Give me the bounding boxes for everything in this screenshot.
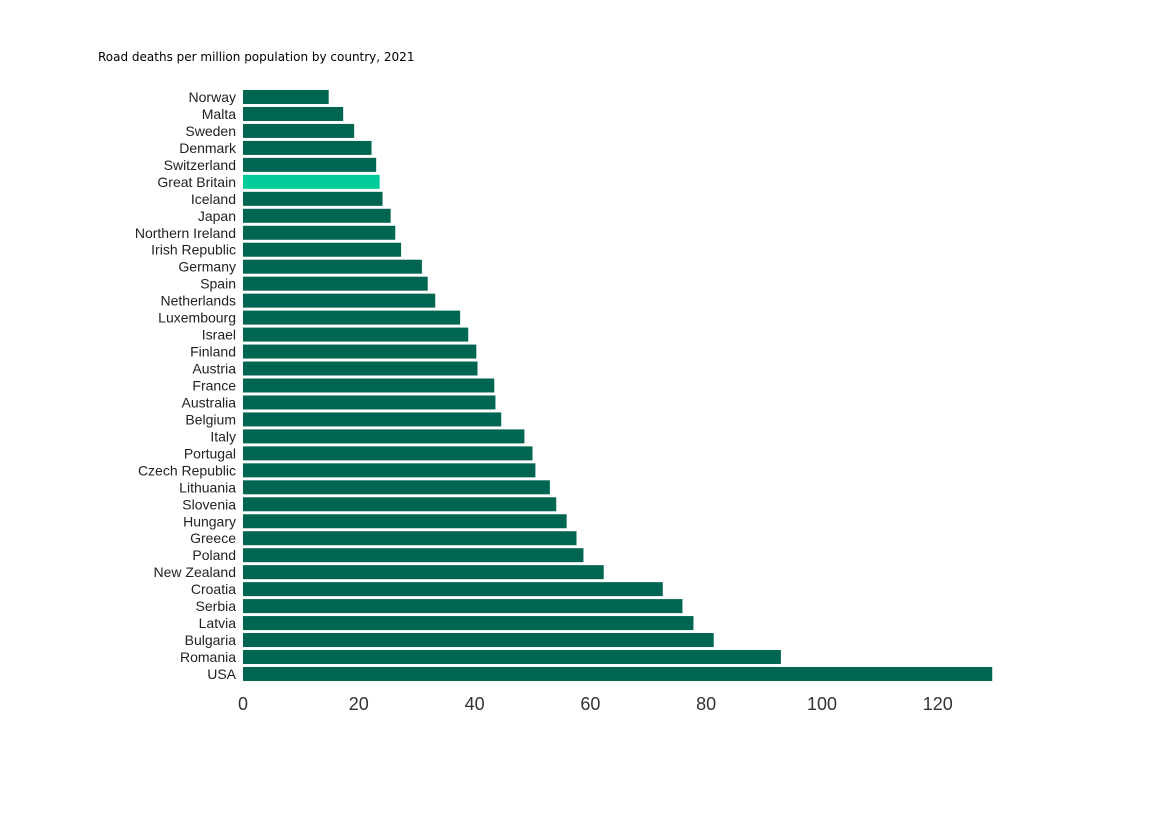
category-label: Slovenia (182, 496, 236, 512)
category-label: Spain (200, 276, 236, 292)
bar-bulgaria (243, 633, 714, 648)
category-label: Hungary (183, 513, 236, 529)
x-tick-label: 80 (696, 694, 716, 714)
bar-czech-republic (243, 463, 536, 478)
category-label: Latvia (199, 615, 237, 631)
bar-new-zealand (243, 565, 604, 580)
category-label: Greece (190, 530, 236, 546)
bar-croatia (243, 582, 663, 597)
bar-finland (243, 344, 477, 359)
category-label: Lithuania (179, 479, 236, 495)
category-label: Czech Republic (138, 462, 236, 478)
bar-northern-ireland (243, 225, 396, 240)
bar-latvia (243, 616, 694, 631)
category-label: Iceland (191, 191, 236, 207)
x-tick-label: 100 (807, 694, 837, 714)
bar-greece (243, 531, 577, 546)
bar-luxembourg (243, 310, 461, 325)
x-tick-label: 60 (580, 694, 600, 714)
bar-switzerland (243, 157, 377, 172)
category-label: Netherlands (161, 293, 237, 309)
bar-lithuania (243, 480, 550, 495)
category-label: Italy (210, 428, 236, 444)
bars-group (243, 90, 993, 681)
category-label: Malta (202, 106, 236, 122)
bar-romania (243, 650, 781, 665)
bar-usa (243, 666, 993, 681)
category-label: France (192, 377, 236, 393)
bar-iceland (243, 191, 383, 206)
bar-irish-republic (243, 242, 402, 257)
category-label: Romania (180, 649, 236, 665)
category-label: Japan (198, 208, 236, 224)
category-label: Luxembourg (158, 310, 236, 326)
category-label: Switzerland (164, 157, 236, 173)
category-label: Poland (192, 547, 236, 563)
bar-denmark (243, 140, 372, 155)
bar-israel (243, 327, 469, 342)
category-label: Bulgaria (185, 632, 237, 648)
category-label: Austria (192, 361, 236, 377)
category-label: Denmark (179, 140, 237, 156)
category-label: Irish Republic (151, 242, 236, 258)
category-label: Portugal (184, 445, 236, 461)
category-label: Belgium (185, 411, 236, 427)
bar-germany (243, 259, 422, 274)
category-labels-group: NorwayMaltaSwedenDenmarkSwitzerlandGreat… (135, 89, 237, 682)
x-tick-labels-group: 0 20 40 60 80 100 120 (238, 694, 953, 714)
x-tick-label: 40 (465, 694, 485, 714)
category-label: Serbia (196, 598, 237, 614)
category-label: Australia (182, 394, 237, 410)
x-tick-label: 120 (923, 694, 953, 714)
category-label: New Zealand (154, 564, 237, 580)
bar-spain (243, 276, 428, 291)
category-label: Northern Ireland (135, 225, 236, 241)
bar-belgium (243, 412, 502, 427)
bar-japan (243, 208, 391, 223)
bar-portugal (243, 446, 533, 461)
bar-slovenia (243, 497, 557, 512)
category-label: Finland (190, 344, 236, 360)
bar-poland (243, 548, 584, 563)
bar-great-britain (243, 174, 380, 189)
category-label: Great Britain (157, 174, 236, 190)
x-tick-label: 20 (349, 694, 369, 714)
category-label: USA (207, 666, 236, 682)
bar-netherlands (243, 293, 436, 308)
bar-france (243, 378, 495, 393)
bar-australia (243, 395, 496, 410)
bar-serbia (243, 599, 683, 614)
category-label: Israel (202, 327, 236, 343)
bar-norway (243, 90, 329, 104)
bar-hungary (243, 514, 567, 529)
bar-sweden (243, 123, 355, 138)
chart-title: Road deaths per million population by co… (98, 50, 415, 64)
category-label: Sweden (185, 123, 236, 139)
bar-malta (243, 106, 344, 121)
category-label: Germany (178, 259, 236, 275)
bar-italy (243, 429, 525, 444)
category-label: Norway (189, 89, 236, 105)
category-label: Croatia (191, 581, 236, 597)
bar-austria (243, 361, 478, 376)
x-tick-label: 0 (238, 694, 248, 714)
